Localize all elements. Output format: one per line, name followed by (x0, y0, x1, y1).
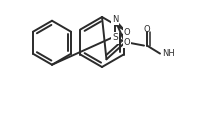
Text: O: O (144, 25, 150, 34)
Text: NH: NH (162, 49, 175, 58)
Text: S: S (112, 33, 118, 42)
Text: N: N (112, 15, 118, 24)
Text: O: O (124, 38, 130, 47)
Text: O: O (124, 28, 130, 37)
